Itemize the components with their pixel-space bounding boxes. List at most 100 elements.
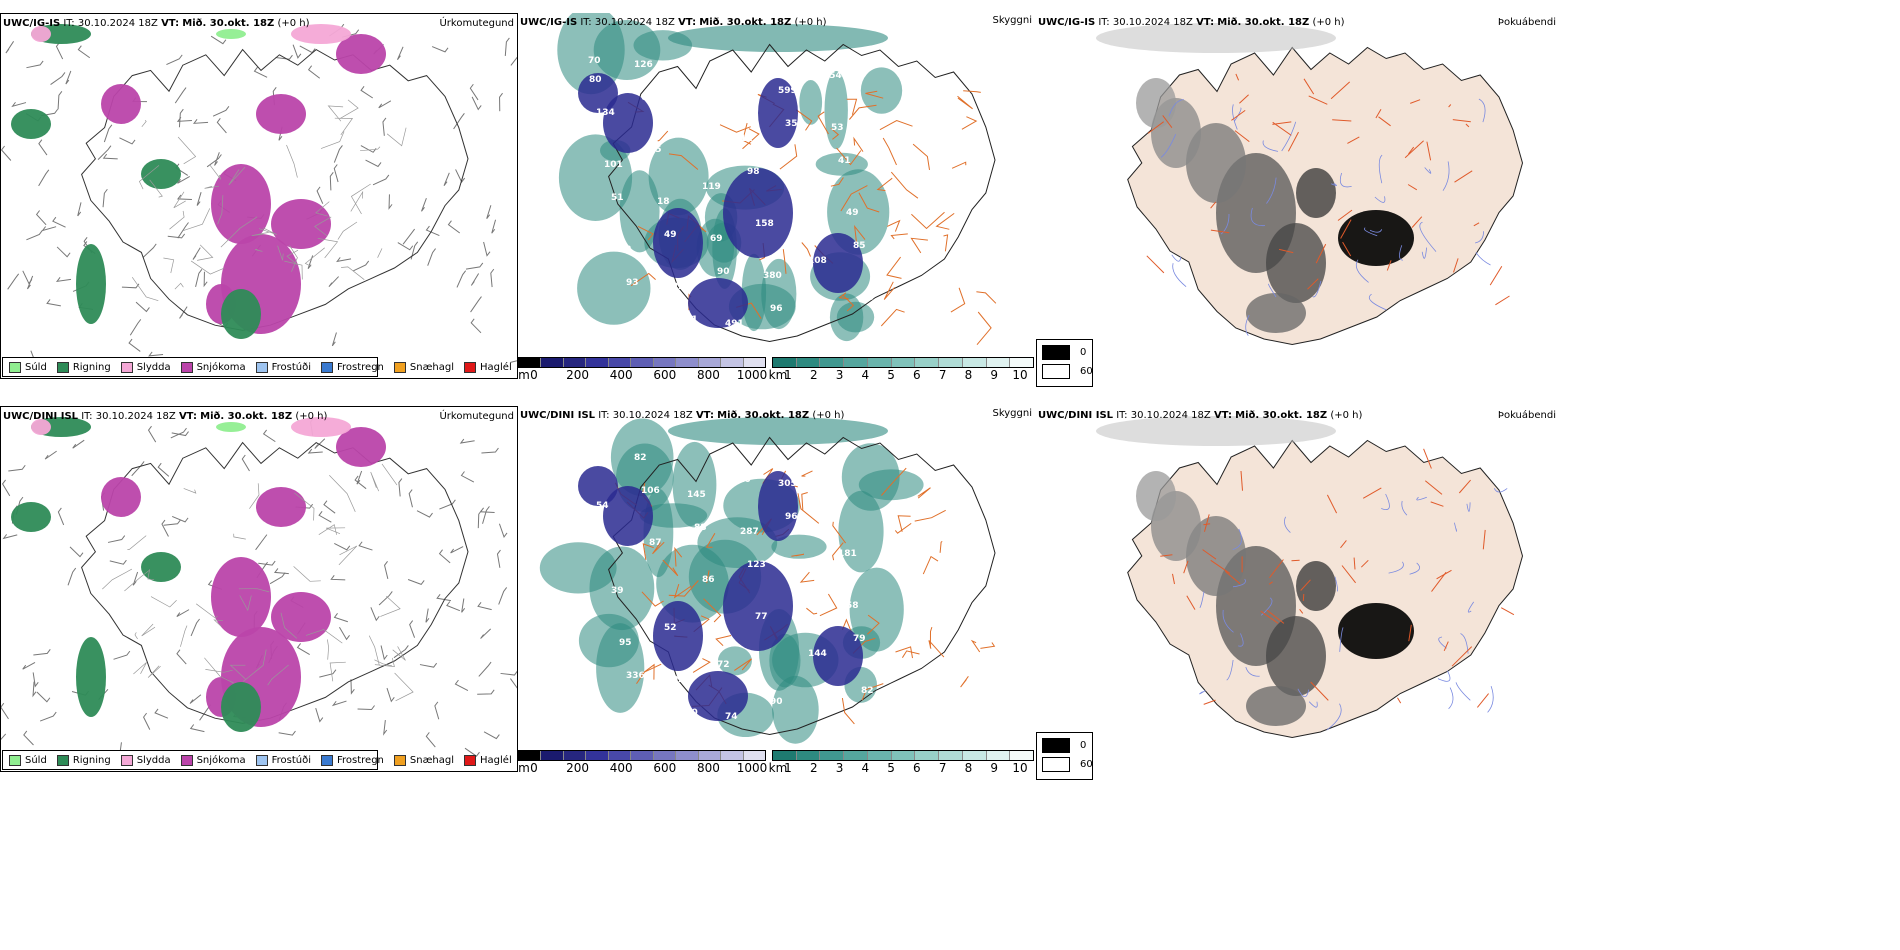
- colorbar-tick-label: 200: [566, 761, 590, 775]
- legend-label: Rigning: [72, 754, 111, 766]
- cloudbase-value-label: 70: [588, 56, 601, 66]
- cloudbase-value-label: 106: [641, 486, 660, 496]
- colorbar-cell: [773, 751, 797, 760]
- precip-type-title: Úrkomutegund: [439, 411, 514, 422]
- cloudbase-colorbar: m 0 200 400 600 800 1000: [518, 750, 767, 775]
- precip-legend-item: Haglél: [464, 754, 512, 766]
- cloudbase-value-label: 98: [747, 167, 760, 177]
- legend-swatch: [464, 361, 477, 373]
- cloudbase-value-label: 62: [800, 204, 813, 214]
- colorbar-cell: [586, 751, 609, 760]
- river-network: [1160, 98, 1491, 336]
- colorbar-tick-label: 200: [566, 368, 590, 382]
- precip-legend-item: Snjókoma: [180, 361, 246, 373]
- colorbar-tick-label: 1: [784, 761, 792, 775]
- legend-label: Slydda: [136, 361, 171, 373]
- colorbar-tick-label: 10: [1012, 761, 1028, 775]
- precip-type-map-ig-is[interactable]: UWC/IG-IS IT: 30.10.2024 18Z VT: Mið. 30…: [0, 13, 518, 379]
- cloudbase-value-label: 98: [861, 293, 874, 303]
- precip-type-map-dini[interactable]: UWC/DINI ISL IT: 30.10.2024 18Z VT: Mið.…: [0, 406, 518, 772]
- cloudbase-visibility-map-dini[interactable]: 179 106 88 123 71 79 336 120 110 96 181 39 52 72 90 73 5…: [518, 406, 1036, 751]
- precip-legend-item: Súld: [9, 754, 47, 766]
- legend-swatch: [120, 754, 133, 766]
- cloudbase-value-label: 336: [626, 671, 645, 681]
- road-network: [102, 463, 414, 702]
- colorbar-cell: [541, 358, 564, 367]
- colorbar-tick-label: 9: [990, 761, 999, 775]
- legend-swatch: [393, 361, 406, 373]
- colorbar-tick-label: 400: [609, 368, 633, 382]
- colorbar-ticks: m 0 200 400 600 800 1000: [518, 761, 767, 775]
- colorbar-tick-label: 800: [696, 761, 720, 775]
- colorbar-tick-label: 1: [784, 368, 792, 382]
- cloudbase-value-label: 599: [778, 86, 797, 96]
- cloudbase-value-label: 80: [589, 75, 602, 85]
- legend-label: Rigning: [72, 361, 111, 373]
- legend-swatch: [321, 754, 333, 766]
- cloudbase-value-label: 18: [657, 197, 670, 207]
- precip-legend-item: Rigning: [56, 361, 111, 373]
- legend-label: 60: [1080, 366, 1093, 377]
- cloudbase-visibility-map-ig-is[interactable]: 70 61 115 98 62 85 93 211 144 35 41 51 49 90 96 254 134 6…: [518, 13, 1036, 358]
- road-network: [131, 99, 407, 302]
- colorbar-cell: [721, 751, 744, 760]
- cloudbase-value-label: 181: [838, 549, 857, 559]
- colorbar-cell: [608, 751, 632, 760]
- colorbar-cell: [563, 358, 587, 367]
- fog-title: Þokuábendi: [1497, 410, 1556, 421]
- cloudbase-colorbar: m 0 200 400 600 800 1000: [518, 357, 767, 382]
- colorbar-cell: [631, 751, 654, 760]
- cloudbase-value-label: 11: [740, 134, 753, 144]
- colorbar-cell: [844, 358, 868, 367]
- legend-swatch: [9, 754, 21, 766]
- fog-title: Þokuábendi: [1497, 17, 1556, 28]
- precip-legend-item: Súld: [9, 361, 47, 373]
- legend-swatch: [180, 361, 193, 373]
- cloudbase-areas: [578, 73, 863, 328]
- colorbar-tick-label: 6: [913, 761, 921, 775]
- colorbar-cell: [653, 358, 677, 367]
- fog-indicator-map-dini[interactable]: UWC/DINI ISL IT: 30.10.2024 18Z VT: Mið.…: [1036, 406, 1558, 751]
- colorbar-tick-label: 8: [964, 368, 973, 382]
- cloudbase-value-label: 120: [679, 708, 698, 718]
- colorbar-unit: km: [768, 368, 788, 382]
- cloudbase-value-label: 491: [725, 319, 744, 329]
- colorbar-cell: [962, 358, 987, 367]
- colorbar-cells: [772, 357, 1034, 368]
- colorbar-unit: km: [768, 761, 788, 775]
- colorbar-cell: [743, 358, 765, 367]
- precip-areas: [11, 24, 386, 339]
- precip-areas: [11, 417, 386, 732]
- precip-type-canvas-dini: [1, 417, 517, 759]
- colorbar-cell: [743, 751, 765, 760]
- colorbar-ticks: m 0 200 400 600 800 1000: [518, 368, 767, 382]
- cloudbase-value-label: 72: [717, 660, 730, 670]
- colorbar-cell: [915, 358, 940, 367]
- precip-legend-item: Slydda: [120, 754, 171, 766]
- cloudbase-value-label: 54: [596, 501, 609, 511]
- visibility-title: Skyggni: [992, 408, 1032, 419]
- cloudbase-value-label: 85: [853, 241, 866, 251]
- cloudbase-value-label: 126: [634, 60, 653, 70]
- colorbar-cell: [541, 751, 564, 760]
- cloudbase-value-label: 211: [679, 315, 698, 325]
- colorbar-tick-label: 10: [1012, 368, 1028, 382]
- legend-label: Snjókoma: [196, 754, 246, 766]
- legend-label: Slydda: [136, 754, 171, 766]
- fog-legend-item: 0: [1042, 345, 1086, 360]
- legend-swatch: [1042, 345, 1070, 360]
- precip-legend-item: Rigning: [56, 754, 111, 766]
- colorbar-cell: [796, 358, 821, 367]
- cloudbase-value-label: 93: [626, 278, 639, 288]
- colorbar-cell: [796, 751, 821, 760]
- fog-canvas-ig-is: [1096, 23, 1524, 346]
- colorbar-tick-label: 400: [609, 761, 633, 775]
- legend-label: Frostregn: [337, 361, 384, 373]
- cloudbase-value-label: 58: [846, 601, 859, 611]
- colorbar-tick-label: 0: [530, 761, 538, 775]
- cloudbase-value-label: 51: [611, 193, 624, 203]
- colorbar-tick-label: 3: [835, 761, 844, 775]
- visibility-canvas-ig-is: 70 61 115 98 62 85 93 211 144 35 41 51 49 90 96 254 134 6…: [557, 13, 997, 346]
- fog-indicator-map-ig-is[interactable]: UWC/IG-IS IT: 30.10.2024 18Z VT: Mið. 30…: [1036, 13, 1558, 358]
- cloudbase-value-label: 87: [649, 538, 662, 548]
